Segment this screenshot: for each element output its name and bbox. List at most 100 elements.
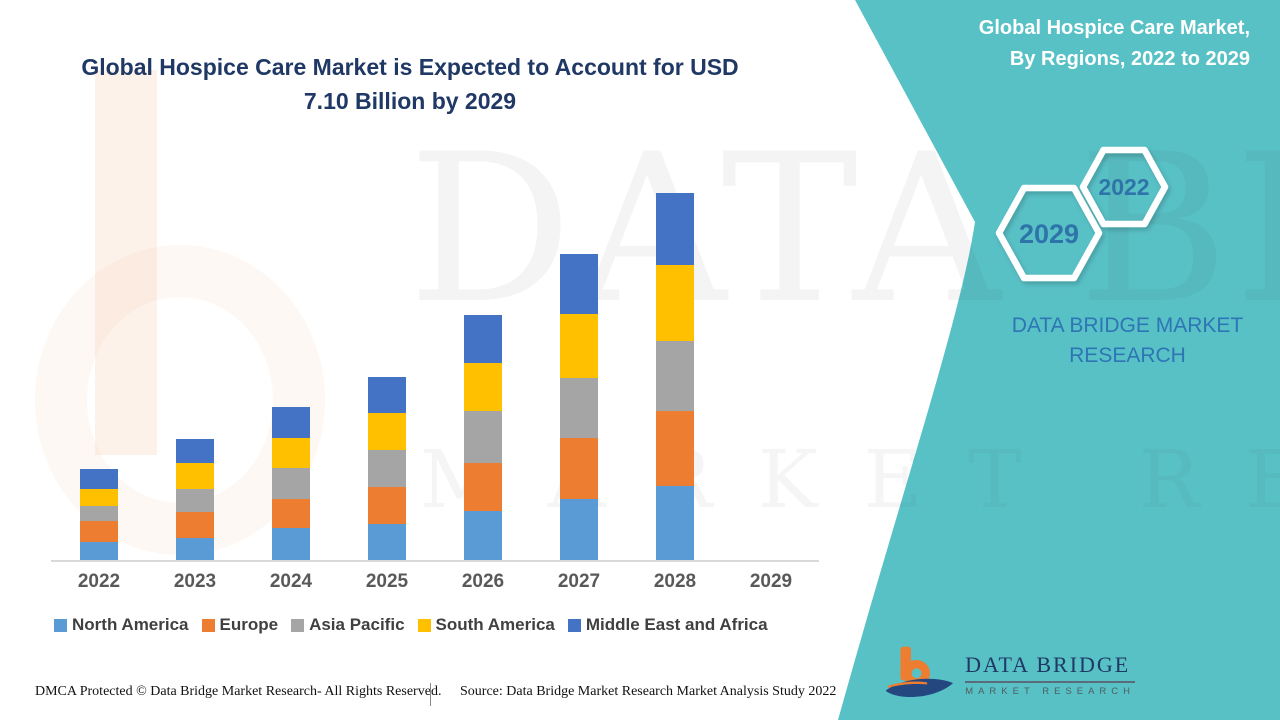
bar-segment — [656, 486, 694, 560]
data-bridge-logo-icon — [885, 646, 954, 697]
bar-segment — [464, 315, 502, 363]
bar-stack — [560, 254, 598, 560]
logo-subtitle: MARKET RESEARCH — [965, 685, 1135, 697]
bar-segment — [560, 314, 598, 378]
xaxis-label-2024: 2024 — [269, 571, 313, 592]
bar-segment — [560, 378, 598, 438]
bar-column-2026 — [435, 193, 531, 560]
hexagon-2029 — [995, 184, 1103, 282]
bar-segment — [368, 450, 406, 487]
page-title-line1: Global Hospice Care Market is Expected t… — [81, 54, 739, 80]
legend-swatch — [201, 618, 215, 632]
legend-label: Middle East and Africa — [585, 615, 768, 634]
hexagon-badges-graphic — [995, 146, 1169, 282]
xaxis-labels: 2022 2023 2024 2025 2026 2027 2028 2029 — [51, 571, 819, 593]
legend-label: Europe — [219, 615, 279, 634]
bar-stack — [464, 315, 502, 560]
page-title: Global Hospice Care Market is Expected t… — [60, 50, 760, 118]
legend-label: South America — [435, 615, 555, 634]
xaxis-label-2022: 2022 — [77, 571, 121, 592]
bar-segment — [464, 411, 502, 463]
legend-label: North America — [72, 615, 189, 634]
bar-segment — [560, 254, 598, 314]
bar-segment — [656, 341, 694, 411]
bar-segment — [80, 469, 118, 489]
legend-item: Europe — [201, 615, 279, 635]
bar-segment — [272, 438, 310, 468]
hexagon-year-2022: 2022 — [1098, 174, 1150, 200]
bar-stack — [272, 407, 310, 560]
legend-swatch — [567, 618, 581, 632]
bar-segment — [464, 463, 502, 511]
bar-segment — [464, 511, 502, 560]
panel-brand-text: DATA BRIDGE MARKET RESEARCH — [1000, 311, 1255, 371]
bar-column-2028 — [627, 193, 723, 560]
hexagon-year-2029: 2029 — [1018, 219, 1080, 249]
bar-segment — [272, 499, 310, 528]
panel-title: Global Hospice Care Market, By Regions, … — [820, 13, 1250, 75]
bar-segment — [80, 542, 118, 560]
data-bridge-logo: DATA BRIDGE MARKET RESEARCH — [885, 633, 1135, 715]
watermark-text-line1: DATA BRIDGE — [408, 111, 1280, 349]
bar-segment — [656, 265, 694, 341]
bar-segment — [176, 538, 214, 560]
bar-segment — [176, 512, 214, 538]
xaxis-label-2025: 2025 — [365, 571, 409, 592]
logo-title: DATA BRIDGE — [965, 652, 1135, 683]
xaxis-label-2028: 2028 — [653, 571, 697, 592]
footer-source: Source: Data Bridge Market Research Mark… — [460, 684, 837, 699]
xaxis-label-2023: 2023 — [173, 571, 217, 592]
xaxis-label-2027: 2027 — [557, 571, 601, 592]
legend-item: Middle East and Africa — [567, 615, 768, 635]
bar-segment — [368, 487, 406, 524]
bar-column-2029 — [723, 193, 819, 560]
xaxis-label-2029: 2029 — [749, 571, 793, 592]
bar-stack — [656, 193, 694, 560]
bar-stack — [176, 439, 214, 560]
legend: North America Europe Asia Pacific South Ame… — [54, 615, 768, 635]
bar-segment — [368, 524, 406, 560]
bar-segment — [656, 193, 694, 265]
legend-swatch — [417, 618, 431, 632]
panel-brand-line2: RESEARCH — [1069, 344, 1186, 367]
panel-brand-line1: DATA BRIDGE MARKET — [1011, 314, 1244, 337]
bar-column-2022 — [51, 193, 147, 560]
panel-title-line1: Global Hospice Care Market, — [978, 17, 1250, 39]
footer-copyright: DMCA Protected © Data Bridge Market Rese… — [35, 684, 442, 699]
bar-chart — [51, 193, 819, 560]
bar-column-2023 — [147, 193, 243, 560]
legend-item: Asia Pacific — [291, 615, 405, 635]
bar-segment — [272, 468, 310, 499]
legend-label: Asia Pacific — [309, 615, 405, 634]
bar-segment — [368, 413, 406, 450]
legend-item: North America — [54, 615, 189, 635]
bar-segment — [176, 463, 214, 489]
bar-column-2025 — [339, 193, 435, 560]
bar-segment — [80, 506, 118, 521]
bar-segment — [272, 528, 310, 560]
bar-stack — [368, 377, 406, 560]
legend-swatch — [54, 618, 67, 632]
bar-segment — [560, 499, 598, 560]
bar-segment — [272, 407, 310, 438]
page-title-line2: 7.10 Billion by 2029 — [303, 88, 517, 114]
bar-column-2024 — [243, 193, 339, 560]
bar-segment — [80, 521, 118, 542]
footer-divider — [430, 683, 431, 706]
bar-segment — [464, 363, 502, 411]
hexagon-2022 — [1079, 146, 1169, 228]
bar-stack — [80, 469, 118, 560]
bar-segment — [80, 489, 118, 506]
bar-segment — [368, 377, 406, 413]
x-axis-line — [51, 560, 819, 562]
bar-column-2027 — [531, 193, 627, 560]
bar-segment — [656, 411, 694, 486]
legend-item: South America — [417, 615, 555, 635]
legend-swatch — [291, 618, 305, 632]
xaxis-label-2026: 2026 — [461, 571, 505, 592]
bar-segment — [176, 439, 214, 463]
bar-segment — [176, 489, 214, 512]
panel-title-line2: By Regions, 2022 to 2029 — [1009, 48, 1250, 70]
